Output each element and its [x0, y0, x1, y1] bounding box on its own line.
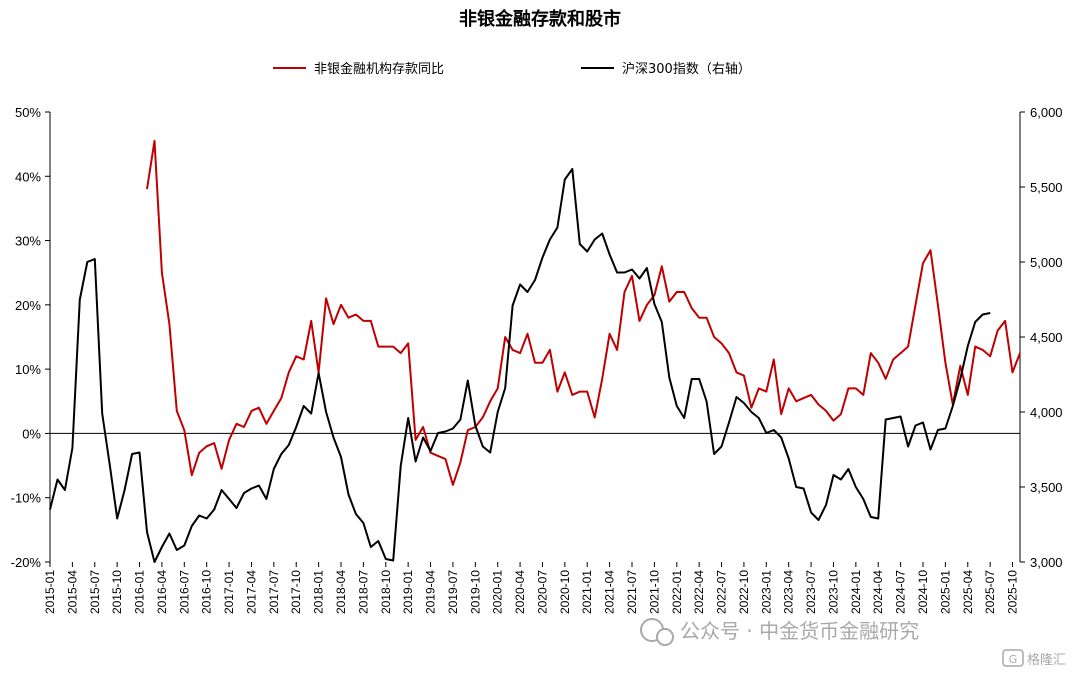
x-tick-label: 2015-07	[88, 570, 102, 614]
x-tick-label: 2021-04	[603, 570, 617, 614]
legend-label-csi300: 沪深300指数（右轴）	[622, 61, 751, 77]
right-tick-label: 3,000	[1030, 555, 1063, 570]
x-tick-label: 2017-04	[244, 570, 258, 614]
left-tick-label: 40%	[15, 169, 41, 184]
x-tick-label: 2023-07	[804, 570, 818, 614]
series-layer	[49, 139, 1021, 563]
x-tick-label: 2020-01	[491, 570, 505, 614]
left-axis: -20% -10% 0% 10% 20% 30% 40% 50%	[11, 105, 50, 570]
x-tick-label: 2016-04	[155, 570, 169, 614]
x-tick-label: 2024-01	[849, 570, 863, 614]
wechat-icon	[640, 618, 674, 646]
x-tick-label: 2025-07	[983, 570, 997, 614]
left-tick-label: 30%	[15, 234, 41, 249]
chart-title: 非银金融存款和股市	[459, 8, 621, 30]
left-tick-label: 0%	[22, 426, 41, 441]
x-tick-label: 2020-10	[558, 570, 572, 614]
x-tick-label: 2025-10	[1006, 570, 1020, 614]
x-tick-label: 2017-10	[289, 570, 303, 614]
x-tick-label: 2017-07	[267, 570, 281, 614]
x-tick-label: 2019-07	[446, 570, 460, 614]
legend: 非银金融机构存款同比 沪深300指数（右轴）	[273, 61, 751, 77]
x-tick-label: 2019-04	[424, 570, 438, 614]
x-tick-label: 2019-01	[401, 570, 415, 614]
x-tick-label: 2022-04	[692, 570, 706, 614]
left-tick-label: -10%	[11, 491, 42, 506]
gelonghui-logo-icon: G	[1002, 649, 1024, 667]
x-tick-label: 2022-07	[715, 570, 729, 614]
x-tick-label: 2016-07	[177, 570, 191, 614]
x-tick-label: 2018-07	[356, 570, 370, 614]
x-tick-label: 2025-04	[961, 570, 975, 614]
x-tick-label: 2023-10	[826, 570, 840, 614]
axes	[49, 112, 1021, 562]
x-tick-label: 2018-04	[334, 570, 348, 614]
legend-label-deposit: 非银金融机构存款同比	[314, 61, 444, 77]
series-line-deposit	[146, 139, 1021, 486]
x-axis: 2015-01 2015-04 2015-07 2015-10 2016-01 2016-…	[43, 562, 1020, 614]
x-tick-label: 2021-10	[647, 570, 661, 614]
x-tick-label: 2022-01	[670, 570, 684, 614]
x-tick-label: 2024-04	[871, 570, 885, 614]
x-tick-label: 2023-01	[759, 570, 773, 614]
series-line-csi300	[49, 168, 991, 563]
x-tick-label: 2018-01	[312, 570, 326, 614]
watermark-text: 公众号 · 中金货币金融研究	[680, 619, 919, 643]
x-tick-label: 2015-01	[43, 570, 57, 614]
x-tick-label: 2023-04	[782, 570, 796, 614]
x-tick-label: 2016-01	[133, 570, 147, 614]
watermark: 公众号 · 中金货币金融研究 G 格隆汇	[640, 618, 1066, 668]
x-tick-label: 2022-10	[737, 570, 751, 614]
x-tick-label: 2021-01	[580, 570, 594, 614]
right-tick-label: 5,000	[1030, 255, 1063, 270]
right-axis: 3,000 3,500 4,000 4,500 5,000 5,500 6,000	[1020, 105, 1063, 570]
watermark-badge: 格隆汇	[1027, 652, 1066, 668]
x-tick-label: 2016-10	[200, 570, 214, 614]
right-tick-label: 4,500	[1030, 330, 1063, 345]
svg-text:G: G	[1009, 653, 1018, 666]
right-tick-label: 3,500	[1030, 480, 1063, 495]
x-tick-label: 2019-10	[468, 570, 482, 614]
left-tick-label: 50%	[15, 105, 41, 120]
x-tick-label: 2024-10	[916, 570, 930, 614]
right-tick-label: 4,000	[1030, 405, 1063, 420]
left-tick-label: 20%	[15, 298, 41, 313]
x-tick-label: 2015-10	[110, 570, 124, 614]
left-tick-label: 10%	[15, 362, 41, 377]
x-tick-label: 2020-07	[535, 570, 549, 614]
right-tick-label: 5,500	[1030, 180, 1063, 195]
x-tick-label: 2021-07	[625, 570, 639, 614]
right-tick-label: 6,000	[1030, 105, 1063, 120]
x-tick-label: 2025-01	[938, 570, 952, 614]
x-tick-label: 2024-07	[894, 570, 908, 614]
x-tick-label: 2017-01	[222, 570, 236, 614]
x-tick-label: 2020-04	[513, 570, 527, 614]
x-tick-label: 2015-04	[65, 570, 79, 614]
x-tick-label: 2018-10	[379, 570, 393, 614]
left-tick-label: -20%	[11, 555, 42, 570]
